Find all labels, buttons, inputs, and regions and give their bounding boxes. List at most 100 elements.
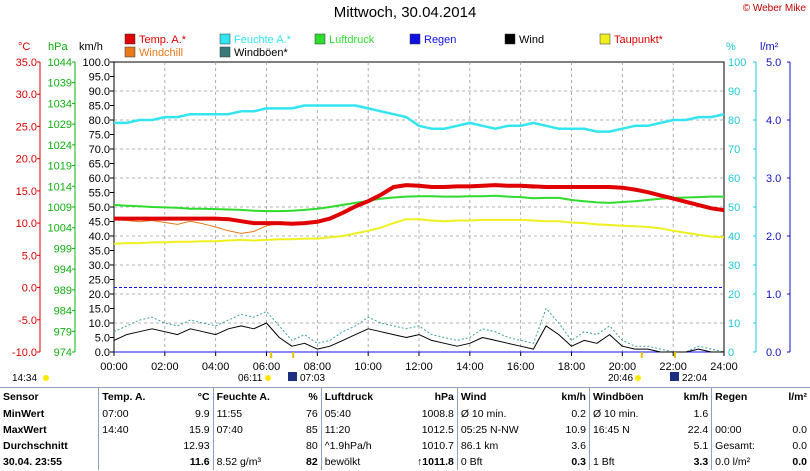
kmh-axis-tick-label: 50.0 <box>89 202 110 214</box>
stats-cell: 0.3 <box>571 456 586 468</box>
stats-cell: 0 Bft <box>456 454 547 470</box>
stats-cell: 9.9 <box>194 408 210 420</box>
legend-swatch <box>124 46 136 58</box>
pct-axis-tick-label: 70 <box>728 144 740 156</box>
kmh-axis-tick-label: 65.0 <box>89 159 110 171</box>
series-line-taupunkt <box>113 218 725 245</box>
chart-legend: Temp. A.*Windchill Feuchte A.*Windböen* Lu… <box>124 33 664 59</box>
kmh-axis-tick-label: 75.0 <box>89 130 110 142</box>
kmh-axis-tick-label: 90.0 <box>89 86 110 98</box>
hpa-axis-tick-label: 1039 <box>48 78 72 90</box>
kmh-axis-tick-label: 100.0 <box>82 57 110 69</box>
hpa-axis-tick-label: 1004 <box>48 223 72 235</box>
stats-header-cell: Wind <box>456 388 547 406</box>
temp-axis-tick-label: -5.0 <box>18 315 37 327</box>
temp-axis-tick-label: 35.0 <box>16 57 37 69</box>
sun-icon <box>635 375 641 381</box>
pct-axis-tick-label: 60 <box>728 173 740 185</box>
stats-cell: 07:40 <box>212 422 296 438</box>
stats-cell: 0.0 l/m² <box>711 454 776 470</box>
stats-cell: ^1.9hPa/h <box>320 438 398 454</box>
stats-cell: bewölkt <box>320 454 398 470</box>
rain-axis-tick-label: 1.0 <box>766 289 781 301</box>
kmh-axis-tick-label: 0.0 <box>95 347 110 359</box>
series-line-luftdruck <box>113 194 724 213</box>
stats-cell: 14:40 <box>98 422 168 438</box>
stats-cell: 0.0 <box>792 456 807 468</box>
kmh-axis-tick-label: 70.0 <box>89 144 110 156</box>
temp-axis-tick-label: -10.0 <box>12 347 37 359</box>
stats-cell: 1.6 <box>693 408 709 420</box>
stats-cell: 1012.5 <box>421 424 454 436</box>
stats-cell: 16:45 N <box>588 422 669 438</box>
stats-cell: 15.9 <box>189 424 210 436</box>
pct-axis-tick-label: 90 <box>728 86 740 98</box>
legend-label: Luftdruck <box>329 34 375 46</box>
stats-cell: 76 <box>306 408 318 420</box>
stats-cell: 80 <box>306 440 318 452</box>
stats-cell: 11.6 <box>189 456 210 468</box>
x-tick-label: 10:00 <box>354 361 382 373</box>
legend-label: Windchill <box>139 47 183 59</box>
stats-table: Sensor Temp. A. °C Feuchte A.% Luftdruck hPa W… <box>0 388 810 470</box>
x-tick-label: 14:00 <box>456 361 484 373</box>
stats-header-cell: % <box>308 391 318 403</box>
hpa-axis-tick-label: 999 <box>54 243 72 255</box>
legend-swatch <box>219 33 231 45</box>
stats-cell: 82 <box>306 456 318 468</box>
stats-cell: 1010.7 <box>421 440 454 452</box>
moon-icon <box>670 372 679 381</box>
kmh-axis-tick-label: 15.0 <box>89 304 110 316</box>
hpa-axis-tick-label: 989 <box>54 285 72 297</box>
sun-icon <box>265 375 271 381</box>
x-axis: 00:00 02:00 04:00 06:00 08:00 10:00 12:00 14:00… <box>100 352 738 373</box>
x-tick-label: 08:00 <box>304 361 332 373</box>
temp-axis-tick-label: 25.0 <box>16 121 37 133</box>
temp-axis-tick-label: 10.0 <box>16 218 37 230</box>
kmh-axis-tick-label: 85.0 <box>89 101 110 113</box>
pct-axis-tick-label: 30 <box>728 260 740 272</box>
pct-axis-tick-label: 0 <box>728 347 734 359</box>
x-tick-label: 12:00 <box>405 361 433 373</box>
pct-axis-tick-label: 40 <box>728 231 740 243</box>
stats-header-cell: °C <box>197 391 210 403</box>
stats-row-avg: Durchschnitt 12.93 80 ^1.9hPa/h 1010.7 86.1 k… <box>0 438 810 454</box>
kmh-axis-tick-label: 45.0 <box>89 217 110 229</box>
stats-header-cell: Sensor <box>3 391 39 403</box>
stats-cell: 00:00 <box>711 422 776 438</box>
x-tick-label: 06:00 <box>253 361 281 373</box>
hpa-axis-tick-label: 1009 <box>48 202 72 214</box>
kmh-axis-tick-label: 20.0 <box>89 289 110 301</box>
stats-cell: MaxWert <box>3 424 47 436</box>
stats-cell: 07:00 <box>98 406 168 422</box>
kmh-axis-tick-label: 40.0 <box>89 231 110 243</box>
x-tick-label: 16:00 <box>507 361 535 373</box>
pct-axis-tick-label: 50 <box>728 202 740 214</box>
stats-header-cell: Temp. A. <box>98 388 168 406</box>
x-tick-label: 24:00 <box>710 361 738 373</box>
stats-cell <box>711 406 776 422</box>
x-tick-label: 02:00 <box>151 361 179 373</box>
stats-cell: 0.0 <box>792 424 807 436</box>
rain-axis-tick-label: 0.0 <box>766 347 781 359</box>
sun-icon <box>43 375 49 381</box>
kmh-axis-tick-label: 30.0 <box>89 260 110 272</box>
stats-cell <box>588 438 669 454</box>
stats-header-cell: hPa <box>434 391 454 403</box>
stats-header-cell: km/h <box>683 391 709 403</box>
legend-label: Wind <box>519 34 544 46</box>
stats-cell: ↑1011.8 <box>417 456 454 468</box>
credit-text: © Weber Mike <box>742 3 806 14</box>
kmh-axis-tick-label: 60.0 <box>89 173 110 185</box>
kmh-axis-tick-label: 55.0 <box>89 188 110 200</box>
stats-cell: Ø 10 min. <box>456 406 547 422</box>
legend-swatch <box>219 46 231 58</box>
axis-unit-labels: °C hPa km/h% l/m² <box>18 41 779 53</box>
stats-cell: 22.4 <box>687 424 709 436</box>
hpa-axis-tick-label: 984 <box>54 306 72 318</box>
stats-header-cell: km/h <box>561 391 586 403</box>
legend-label: Feuchte A.* <box>234 34 292 46</box>
legend-swatch <box>314 33 326 45</box>
stats-header-cell: Luftdruck <box>320 388 398 406</box>
axis-unit-pct: % <box>726 41 736 53</box>
